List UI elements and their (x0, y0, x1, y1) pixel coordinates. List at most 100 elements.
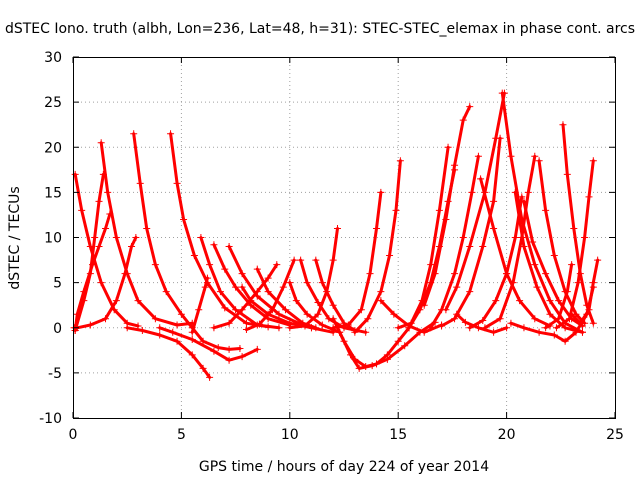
data-point (253, 288, 261, 296)
series-line (288, 227, 339, 330)
data-point (531, 315, 539, 323)
data-point (542, 324, 550, 332)
data-point (91, 234, 99, 241)
series-line (99, 141, 194, 327)
data-point (86, 270, 94, 278)
data-point (238, 353, 246, 361)
data-point (303, 310, 311, 318)
data-point (589, 157, 597, 165)
data-point (581, 234, 589, 241)
data-point (275, 310, 283, 318)
data-point (336, 328, 344, 336)
data-point (123, 270, 131, 278)
data-point (496, 315, 504, 323)
series-arc-11 (156, 324, 261, 364)
data-point (225, 356, 233, 364)
data-point (451, 270, 459, 278)
data-point (477, 175, 485, 183)
data-point (188, 351, 196, 359)
data-point (201, 283, 209, 291)
data-point (390, 310, 398, 318)
series-arc-08 (188, 274, 211, 336)
data-point (286, 324, 294, 332)
data-point (366, 270, 374, 278)
series-line (169, 132, 270, 329)
data-point (435, 206, 443, 214)
data-point (453, 283, 461, 291)
data-point (468, 188, 476, 196)
data-point (466, 324, 474, 332)
data-point (533, 283, 541, 291)
data-point (156, 331, 164, 339)
series-line (537, 159, 587, 325)
x-tick-label: 20 (498, 427, 516, 443)
y-axis: -10 -5 0 5 10 15 20 25 30 (39, 50, 615, 427)
data-point (442, 215, 450, 223)
series-line (353, 159, 402, 334)
series-line (422, 105, 472, 307)
data-point (357, 306, 365, 314)
y-tick-label: -10 (39, 411, 62, 427)
plot-frame (73, 57, 616, 419)
data-point (563, 288, 571, 296)
data-point (344, 321, 352, 329)
series-arc-25 (351, 157, 404, 336)
series-line (555, 159, 595, 330)
data-point (520, 197, 528, 205)
data-point (572, 328, 580, 336)
data-point (297, 256, 305, 264)
series-arc-16 (242, 256, 298, 334)
grid (73, 57, 615, 418)
data-point (78, 206, 86, 214)
data-point (264, 288, 272, 296)
data-point (563, 170, 571, 178)
series-line (544, 263, 574, 330)
x-tick-label: 0 (69, 427, 78, 443)
data-point (589, 279, 597, 287)
data-point (143, 224, 151, 232)
data-point (347, 351, 355, 359)
series-arc-09 (123, 324, 214, 381)
series-arc-33 (453, 310, 511, 336)
data-point (490, 328, 498, 336)
data-point (516, 297, 524, 305)
data-point (481, 324, 489, 332)
data-point (225, 243, 233, 251)
data-point (531, 152, 539, 160)
data-point (329, 315, 337, 323)
data-point (95, 197, 103, 205)
data-point (552, 324, 560, 332)
series-arc-26 (377, 297, 446, 336)
data-point (474, 152, 482, 160)
data-point (188, 335, 196, 343)
x-tick-label: 10 (281, 427, 299, 443)
data-point (195, 306, 203, 314)
data-point (490, 224, 498, 232)
data-point (210, 241, 218, 249)
data-point (242, 326, 250, 334)
data-point (394, 337, 402, 345)
data-point (565, 315, 573, 323)
data-point (589, 319, 597, 327)
data-point (420, 301, 428, 309)
data-point (555, 315, 563, 323)
y-tick-label: 20 (44, 140, 62, 156)
data-point (80, 297, 88, 305)
data-point (585, 193, 593, 201)
series-line (440, 136, 502, 328)
data-point (570, 224, 578, 232)
data-point (253, 345, 261, 353)
y-tick-label: -5 (48, 366, 62, 382)
data-point (273, 261, 281, 269)
y-tick-label: 5 (53, 276, 62, 292)
series-arc-32 (442, 89, 508, 314)
data-point (407, 319, 415, 327)
data-point (130, 130, 138, 138)
series-arc-06 (130, 130, 244, 353)
series-arc-29 (420, 103, 474, 309)
series-line (444, 91, 506, 312)
data-point (444, 143, 452, 151)
series-arc-31 (438, 134, 504, 330)
series-line (132, 132, 242, 351)
